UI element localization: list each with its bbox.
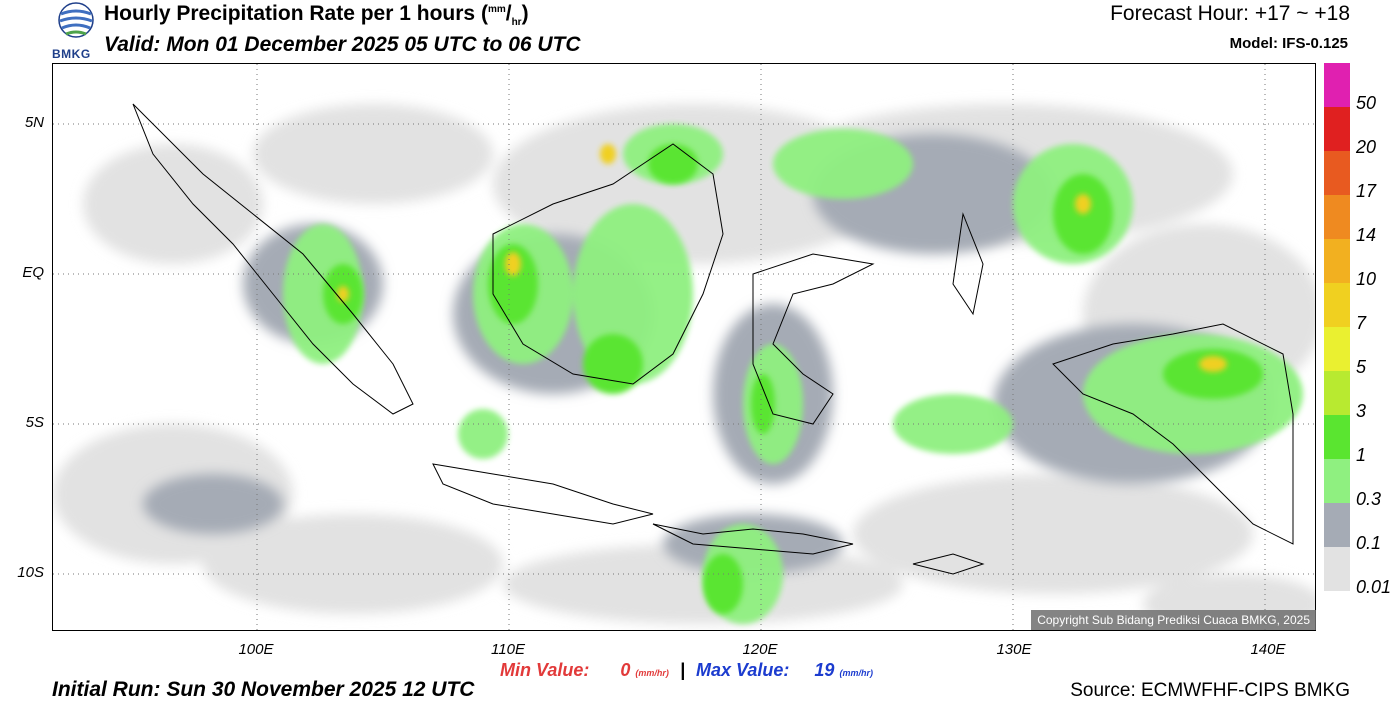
lon-label-110e: 110E <box>491 641 525 658</box>
legend-label: 3 <box>1356 401 1367 421</box>
map-canvas <box>53 64 1315 630</box>
legend-swatch <box>1324 371 1350 415</box>
legend-label: 1 <box>1356 445 1367 465</box>
legend-swatch <box>1324 239 1350 283</box>
legend-swatch <box>1324 327 1350 371</box>
legend-swatch <box>1324 107 1350 151</box>
lon-label-100e: 100E <box>238 641 274 658</box>
legend-label: 17 <box>1356 181 1377 201</box>
max-value: 19 <box>814 660 835 680</box>
forecast-hour: Forecast Hour: +17 ~ +18 <box>1110 2 1350 25</box>
lesser-sunda-coast <box>652 523 854 555</box>
legend-label: 0.01 <box>1356 577 1392 597</box>
min-label: Min Value: <box>500 660 590 680</box>
sulawesi-coast <box>752 253 875 425</box>
graticule <box>53 64 1315 630</box>
lon-label-130e: 130E <box>996 641 1032 658</box>
bmkg-logo-icon <box>58 2 94 38</box>
lon-label-140e: 140E <box>1250 641 1286 658</box>
min-max-values: Min Value: 0 (mm/hr) | Max Value: 19 (mm… <box>500 660 873 680</box>
copyright-notice: Copyright Sub Bidang Prediksi Cuaca BMKG… <box>1031 610 1316 630</box>
color-legend <box>1324 63 1350 591</box>
legend-swatch <box>1324 63 1350 107</box>
sumatra-coast <box>132 103 414 415</box>
precipitation-map <box>52 63 1316 631</box>
legend-label: 20 <box>1356 137 1377 157</box>
java-coast <box>432 463 654 525</box>
chart-title: Hourly Precipitation Rate per 1 hours (m… <box>104 2 529 29</box>
valid-time: Valid: Mon 01 December 2025 05 UTC to 06… <box>104 33 581 56</box>
legend-swatch <box>1324 283 1350 327</box>
model-label: Model: IFS-0.125 <box>1229 35 1348 52</box>
legend-swatch <box>1324 415 1350 459</box>
legend-label: 10 <box>1356 269 1377 289</box>
max-label: Max Value: <box>696 660 790 680</box>
legend-label: 0.1 <box>1356 533 1382 553</box>
legend-label: 5 <box>1356 357 1367 377</box>
legend-swatch <box>1324 503 1350 547</box>
legend-swatch <box>1324 151 1350 195</box>
legend-swatch <box>1324 459 1350 503</box>
borneo-coast <box>492 143 724 385</box>
source-label: Source: ECMWFHF-CIPS BMKG <box>1070 680 1350 701</box>
legend-swatch <box>1324 195 1350 239</box>
halmahera-coast <box>952 212 984 316</box>
timor-coast <box>912 553 985 575</box>
new-guinea-coast <box>1052 323 1294 545</box>
initial-run: Initial Run: Sun 30 November 2025 12 UTC <box>52 678 475 701</box>
lat-label-5n: 5N <box>24 114 44 131</box>
legend-label: 0.3 <box>1356 489 1382 509</box>
legend-label: 50 <box>1356 93 1377 113</box>
lon-label-120e: 120E <box>742 641 778 658</box>
lat-label-eq: EQ <box>22 264 44 281</box>
coastlines <box>132 103 1294 575</box>
legend-label: 7 <box>1356 313 1367 333</box>
bmkg-logo-text: BMKG <box>52 47 91 61</box>
min-value: 0 <box>620 660 631 680</box>
legend-label: 14 <box>1356 225 1377 245</box>
lat-label-5s: 5S <box>25 414 44 431</box>
legend-swatch <box>1324 547 1350 591</box>
lat-label-10s: 10S <box>17 564 44 581</box>
